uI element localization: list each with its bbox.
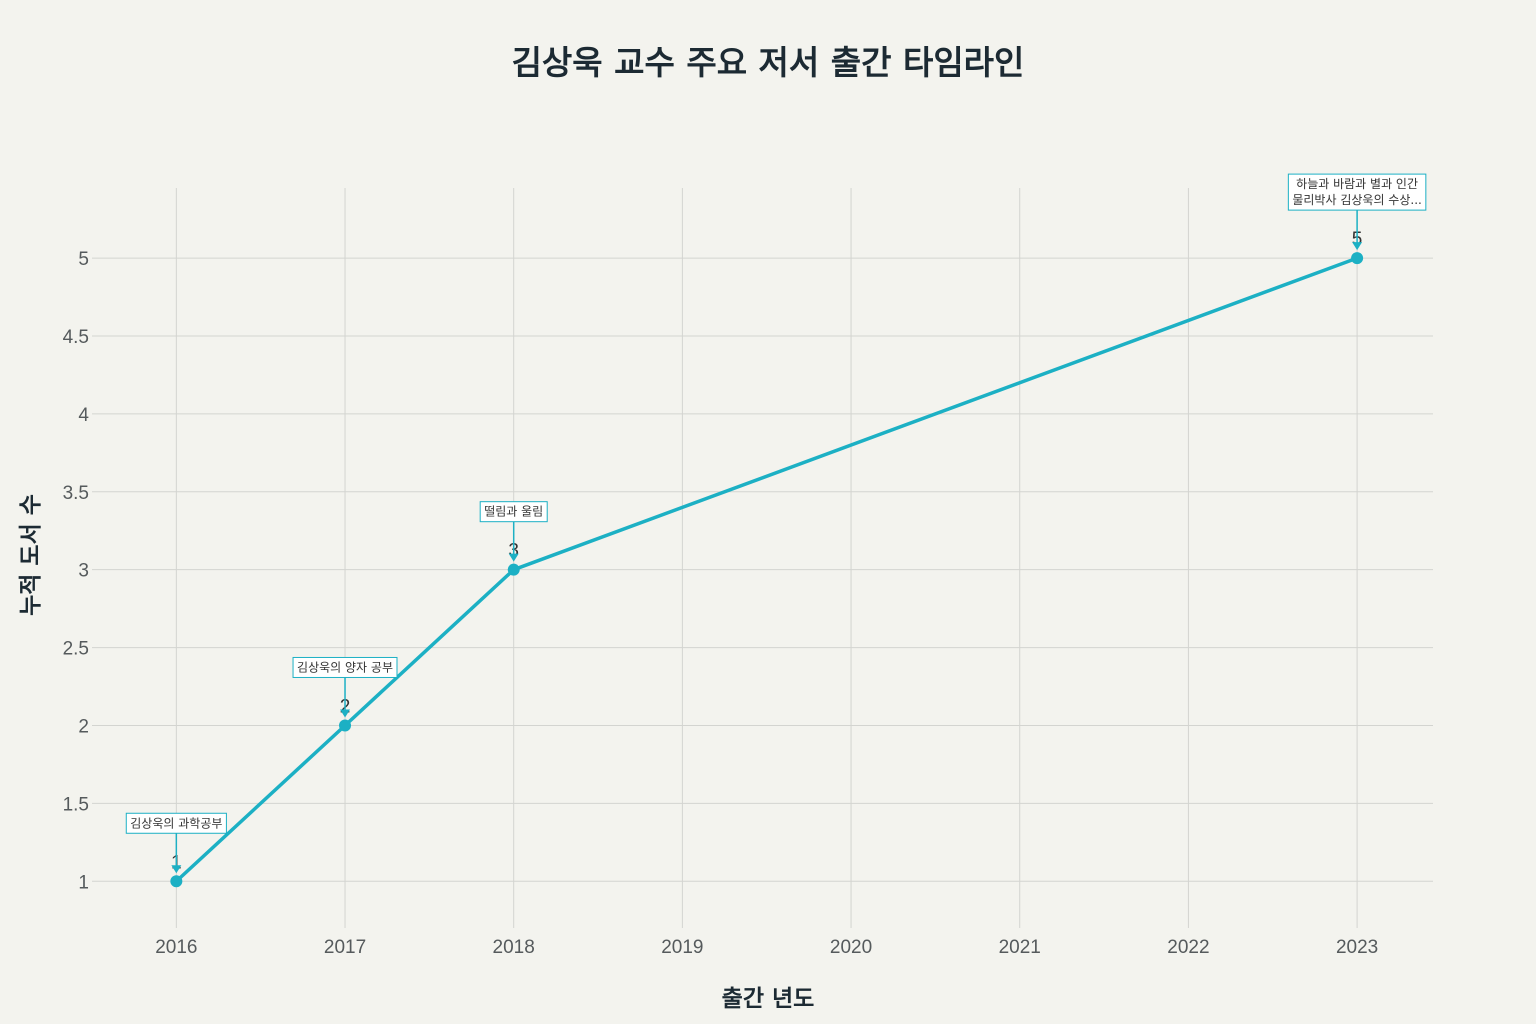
chart-title: 김상욱 교수 주요 저서 출간 타임라인 [512,43,1025,82]
x-tick-label: 2017 [324,937,366,958]
annotation-text: 물리박사 김상욱의 수상... [1292,193,1421,207]
annotation-box [479,501,548,523]
annotation-arrowhead [340,709,351,718]
x-axis-ticks: 2016 2017 2018 2019 2020 2021 2022 2023 [155,937,1378,958]
annotation: 김상욱의 과학공부 [125,812,227,874]
annotation-text: 김상욱의 과학공부 [130,816,222,830]
series-line [175,256,1358,883]
annotation-box [125,812,227,834]
data-point [507,563,520,576]
y-tick-label: 3 [78,561,89,582]
y-tick-label: 2.5 [63,639,89,660]
y-tick-label: 2 [78,716,89,737]
annotation-arrowhead [171,865,182,874]
data-point [170,875,183,888]
data-point [1351,252,1364,265]
annotations: 김상욱의 과학공부 김상욱의 양자 공부 떨림과 울림 하늘과 바람과 별과 인간물리… [125,173,1427,874]
grid [92,188,1433,928]
x-tick-label: 2016 [155,937,197,958]
annotation-text: 김상욱의 양자 공부 [297,660,393,674]
annotation-arrowhead [508,553,519,562]
annotation-box [292,656,398,678]
annotation-arrowhead [1352,242,1363,251]
x-tick-label: 2023 [1336,937,1378,958]
x-tick-label: 2019 [661,937,703,958]
annotation: 떨림과 울림 [479,501,548,562]
annotation: 김상욱의 양자 공부 [292,656,398,718]
x-tick-label: 2018 [493,937,535,958]
x-axis-title: 출간 년도 [722,986,815,1012]
y-tick-label: 1 [78,872,89,893]
annotation-box [1287,173,1427,211]
y-tick-label: 4 [78,405,89,426]
x-tick-label: 2020 [830,937,872,958]
annotation-text: 떨림과 울림 [484,505,543,519]
data-point [339,719,352,732]
y-axis-title: 누적 도서 수 [18,494,44,616]
data-series: 1235 [170,229,1364,888]
y-tick-label: 1.5 [63,794,89,815]
y-tick-label: 3.5 [63,483,89,504]
y-tick-label: 4.5 [63,327,89,348]
x-tick-label: 2022 [1167,937,1209,958]
y-tick-label: 5 [78,249,89,270]
y-axis-ticks: 1 1.5 2 2.5 3 3.5 4 4.5 5 [63,249,90,893]
x-tick-label: 2021 [999,937,1041,958]
annotation-text: 하늘과 바람과 별과 인간 [1296,177,1418,191]
